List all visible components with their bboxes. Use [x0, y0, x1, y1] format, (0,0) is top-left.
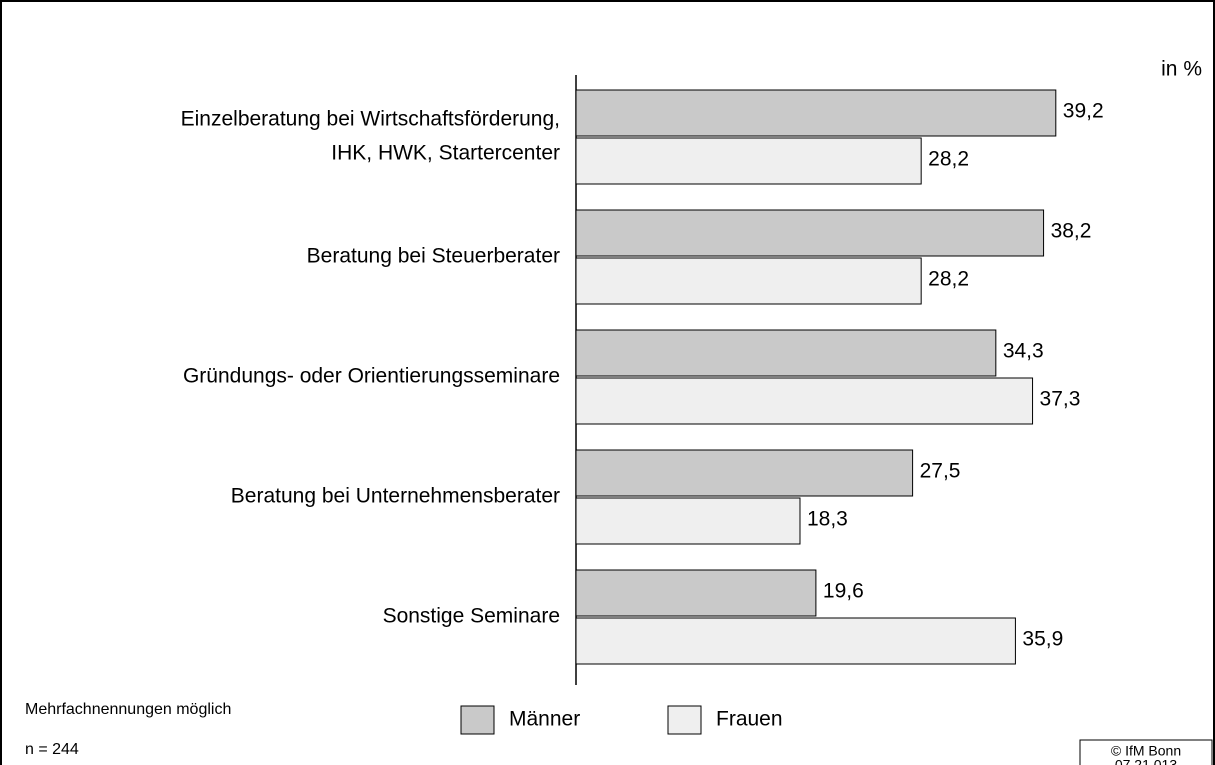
category-label: Einzelberatung bei Wirtschaftsförderung, [181, 108, 560, 131]
legend-label: Frauen [716, 708, 783, 731]
note: n = 244 [25, 741, 79, 758]
value-label: 28,2 [928, 268, 969, 291]
value-label: 37,3 [1040, 388, 1081, 411]
bar [575, 209, 1045, 257]
value-label: 18,3 [807, 508, 848, 531]
bar [575, 257, 922, 305]
bar [575, 617, 1016, 665]
bar [575, 329, 997, 377]
value-label: 38,2 [1051, 220, 1092, 243]
value-label: 35,9 [1022, 628, 1063, 651]
bar [575, 497, 801, 545]
category-label: IHK, HWK, Startercenter [331, 142, 560, 165]
value-label: 19,6 [823, 580, 864, 603]
category-label: Beratung bei Steuerberater [307, 245, 560, 268]
bar [575, 137, 922, 185]
bar [575, 449, 914, 497]
category-label: Sonstige Seminare [383, 605, 560, 628]
value-label: 34,3 [1003, 340, 1044, 363]
note: Mehrfachnennungen möglich [25, 701, 231, 718]
bar [575, 569, 817, 617]
legend-swatch [460, 705, 495, 735]
value-label: 27,5 [920, 460, 961, 483]
value-label: 28,2 [928, 148, 969, 171]
bar [575, 377, 1034, 425]
legend-swatch [667, 705, 702, 735]
source-box [1079, 739, 1213, 765]
bar [575, 89, 1057, 137]
source: 07 21 013 [1115, 757, 1177, 765]
unit-label: in % [1161, 58, 1202, 81]
category-label: Beratung bei Unternehmensberater [231, 485, 560, 508]
source: © IfM Bonn [1111, 743, 1181, 759]
legend-label: Männer [509, 708, 580, 731]
value-label: 39,2 [1063, 100, 1104, 123]
category-label: Gründungs- oder Orientierungsseminare [183, 365, 560, 388]
